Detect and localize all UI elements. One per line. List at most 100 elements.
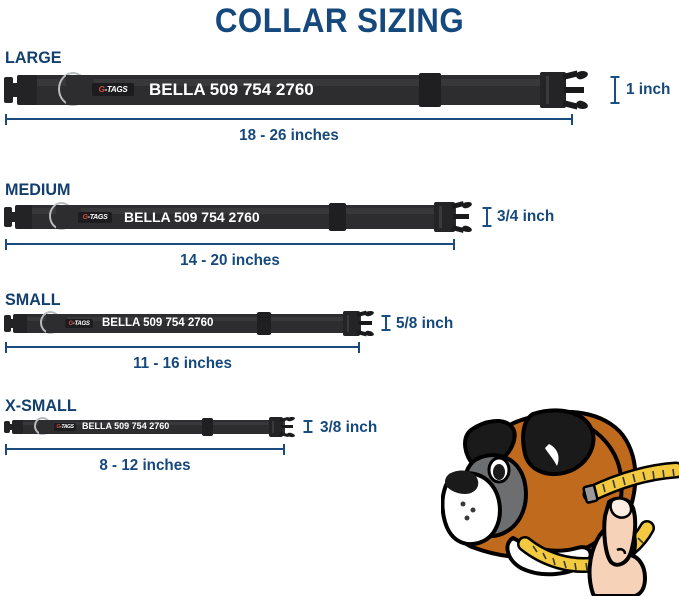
- collar-left-neck-xsmall: [8, 424, 13, 430]
- size-label-small: SMALL: [5, 290, 61, 309]
- collar-left-tip-medium: [4, 207, 12, 227]
- size-label-large: LARGE: [5, 48, 62, 67]
- collar-xsmall: G-TAGS BELLA 509 754 2760: [4, 416, 304, 438]
- buckle-upper-prong-tip-xsmall: [286, 416, 296, 422]
- length-dimension-line-medium: [5, 239, 455, 250]
- dog-tape-tail: [585, 464, 679, 500]
- brand-logo-text-xsmall: G-TAGS: [56, 423, 74, 430]
- width-indicator-cap-bottom-small: [381, 329, 391, 331]
- width-indicator-large: [610, 76, 620, 104]
- collar-left-head-small: [13, 314, 29, 333]
- collar-small: G-TAGS BELLA 509 754 2760: [4, 309, 384, 338]
- brand-logo-g-medium: G: [82, 214, 88, 221]
- buckle-upper-prong-tip-small: [364, 309, 375, 318]
- length-line-medium: [5, 243, 455, 245]
- collar-left-neck-medium: [10, 212, 17, 222]
- strap-keeper-large: [419, 73, 441, 107]
- buckle-center-prong-xsmall: [281, 425, 293, 428]
- brand-logo-rest-small: -TAGS: [72, 320, 90, 327]
- width-indicator-cap-top-medium: [482, 207, 492, 209]
- collar-left-neck-large: [11, 83, 19, 97]
- collar-large: G-TAGS BELLA 509 754 2760: [4, 69, 594, 111]
- collar-left-head-large: [17, 75, 39, 105]
- engraved-text-large: BELLA 509 754 2760: [149, 80, 314, 99]
- length-label-small: 11 - 16 inches: [133, 355, 232, 372]
- brand-logo-plate-xsmall: G-TAGS: [54, 423, 76, 431]
- brand-logo-rest-medium: -TAGS: [87, 214, 108, 221]
- collar-left-tip-large: [4, 77, 13, 103]
- buckle-ridge-large: [546, 76, 549, 104]
- buckle-upper-prong-tip-medium: [461, 200, 473, 210]
- buckle-lower-prong-tip-large: [575, 99, 589, 111]
- collar-left-head-medium: [15, 205, 34, 229]
- collar-strap-small: [27, 314, 361, 333]
- d-ring-mask-small: [46, 314, 67, 333]
- collar-left-tip-xsmall: [4, 421, 10, 433]
- width-label-medium: 3/4 inch: [497, 208, 555, 225]
- page-title: COLLAR SIZING: [214, 2, 465, 40]
- fingernail: [609, 497, 633, 519]
- length-line-xsmall: [5, 448, 285, 450]
- collar-medium: G-TAGS BELLA 509 754 2760: [4, 200, 484, 234]
- d-ring-mask-medium: [56, 205, 81, 229]
- brand-logo-plate-medium: G-TAGS: [78, 212, 112, 223]
- brand-logo-text-small: G-TAGS: [68, 321, 89, 327]
- engraved-text-medium: BELLA 509 754 2760: [124, 209, 260, 225]
- width-indicator-cap-top-large: [610, 76, 620, 78]
- width-indicator-bar-xsmall: [307, 420, 309, 433]
- size-label-medium: MEDIUM: [5, 180, 71, 199]
- engraved-text-xsmall: BELLA 509 754 2760: [82, 421, 170, 431]
- boxer-dog-illustration: [441, 408, 679, 596]
- buckle-ridge-medium: [439, 206, 442, 228]
- width-indicator-cap-top-xsmall: [303, 420, 313, 422]
- length-dimension-line-small: [5, 342, 360, 353]
- width-indicator-cap-bottom-xsmall: [303, 431, 313, 433]
- brand-logo-g-large: G: [98, 84, 105, 94]
- width-label-large: 1 inch: [626, 81, 671, 98]
- dog-tape-clip: [582, 483, 599, 504]
- buckle-ridge-xsmall: [272, 421, 274, 433]
- width-indicator-medium: [482, 207, 492, 227]
- strap-highlight-medium: [32, 208, 456, 214]
- dog-nose: [445, 470, 479, 494]
- strap-keeper-medium: [329, 203, 346, 231]
- width-indicator-cap-bottom-medium: [482, 225, 492, 227]
- buckle-body-large: [540, 72, 566, 108]
- length-label-medium: 14 - 20 inches: [180, 252, 280, 269]
- strap-keeper-xsmall: [202, 418, 213, 436]
- dog-ear-right: [521, 408, 596, 476]
- brand-logo-g-small: G: [68, 320, 73, 327]
- d-ring-mask-xsmall: [39, 420, 56, 434]
- dog-whisker-dot: [470, 507, 476, 513]
- length-line-small: [5, 346, 360, 348]
- collar-left-neck-small: [9, 319, 15, 328]
- collar-left-tip-small: [4, 315, 11, 332]
- width-label-small: 5/8 inch: [396, 315, 454, 332]
- length-dimension-line-xsmall: [5, 444, 285, 455]
- width-indicator-bar-medium: [486, 207, 488, 227]
- length-tick-right-medium: [453, 239, 455, 250]
- length-line-large: [5, 118, 573, 120]
- dog-whisker-dot: [460, 501, 466, 507]
- strap-highlight-small: [27, 316, 361, 321]
- brand-logo-g-xsmall: G: [56, 423, 60, 430]
- strap-highlight-xsmall: [23, 421, 285, 426]
- brand-logo-rest-xsmall: -TAGS: [59, 423, 74, 430]
- strap-highlight-large: [37, 79, 565, 86]
- knuckle-crease: [616, 547, 627, 555]
- length-tick-left-large: [5, 114, 7, 125]
- dog-eye-pupil: [493, 464, 505, 480]
- length-tick-right-xsmall: [283, 444, 285, 455]
- brand-logo-text-medium: G-TAGS: [83, 214, 108, 221]
- buckle-center-prong-medium: [453, 214, 469, 219]
- width-indicator-bar-small: [385, 315, 387, 331]
- dog-tape-ticks: [602, 468, 675, 493]
- dog-whisker-dot: [464, 515, 470, 521]
- brand-logo-plate-large: G-TAGS: [92, 83, 134, 96]
- brand-logo-plate-small: G-TAGS: [65, 319, 93, 328]
- d-ring-mask-large: [66, 75, 94, 105]
- length-dimension-line-large: [5, 114, 573, 125]
- brand-logo-text-large: G-TAGS: [98, 84, 128, 94]
- length-label-xsmall: 8 - 12 inches: [99, 457, 191, 474]
